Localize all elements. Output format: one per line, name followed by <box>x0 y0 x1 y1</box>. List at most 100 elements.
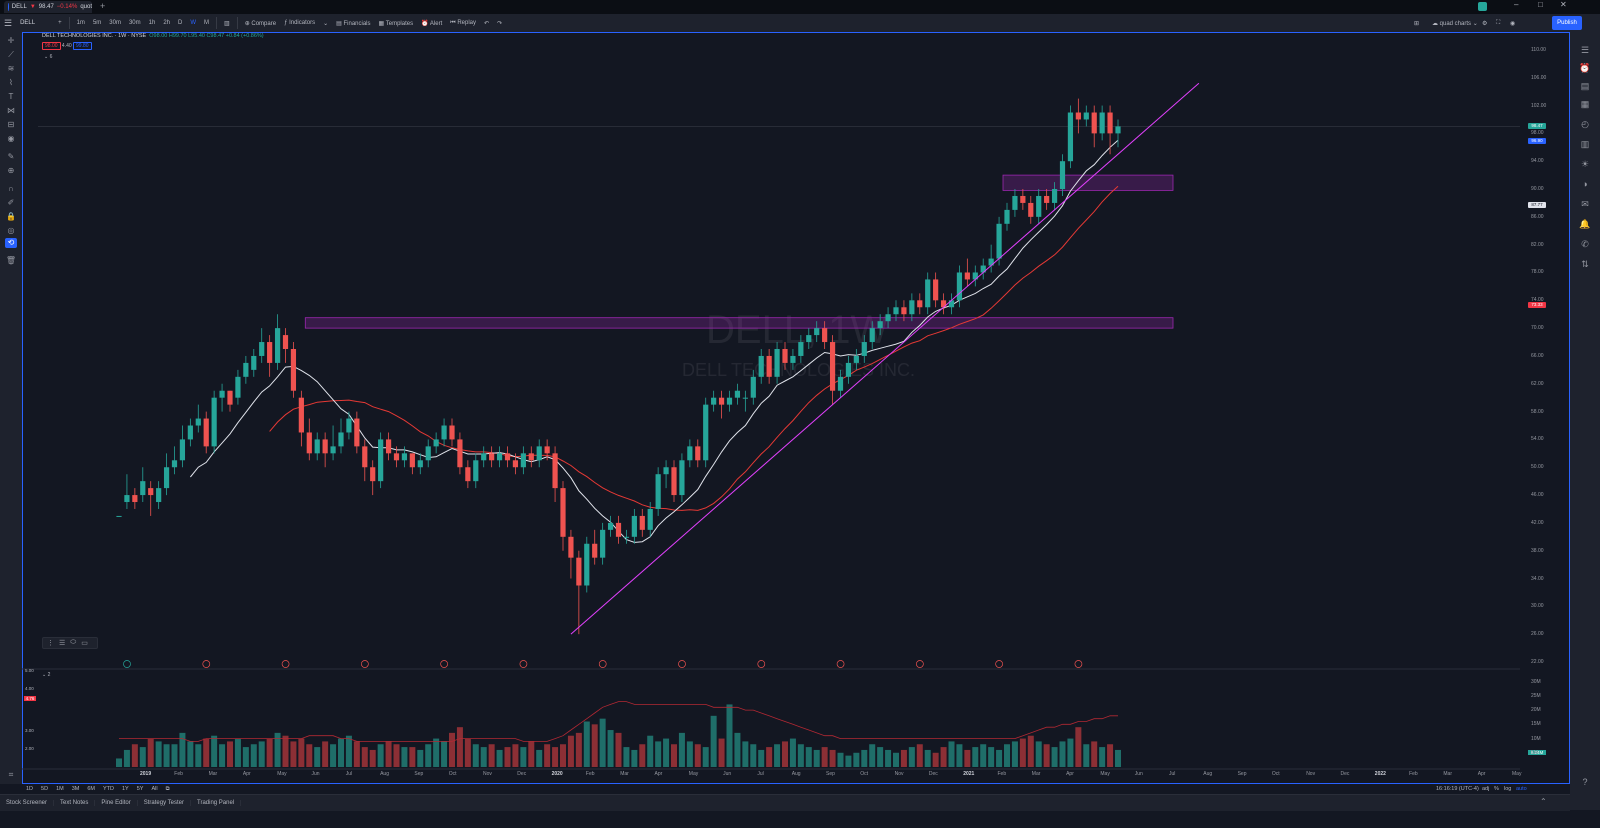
chart-tab[interactable]: DELL ▼ 98.47 −0.14% quot <box>4 1 92 13</box>
streams-icon[interactable]: ◑ <box>1582 179 1588 189</box>
volume-bar <box>242 747 249 767</box>
magnet-icon[interactable]: ∩ <box>8 184 14 193</box>
measure-tool-icon[interactable]: ⊟ <box>7 120 15 129</box>
compare-button[interactable]: ⊕ Compare <box>241 20 280 27</box>
range-1y[interactable]: 1Y <box>121 786 129 792</box>
symbol-search[interactable]: DELL <box>20 20 36 26</box>
indicators-dropdown-icon[interactable]: ⌄ <box>323 20 329 27</box>
range-all[interactable]: All <box>151 786 158 792</box>
crosshair-icon[interactable]: ✛ <box>7 36 15 45</box>
redo-icon[interactable]: ↷ <box>497 20 503 27</box>
minimize-icon[interactable]: – <box>1514 0 1519 9</box>
candles-icon[interactable]: ▥ <box>224 20 230 27</box>
earnings-marker <box>995 660 1003 668</box>
eye-icon[interactable]: ◉ <box>7 134 15 143</box>
interval-m[interactable]: M <box>204 20 210 26</box>
fullscreen-icon[interactable]: ⛶ <box>1496 19 1501 26</box>
fib-tool-icon[interactable]: ≋ <box>7 64 15 73</box>
close-icon[interactable]: ✕ <box>1560 0 1567 9</box>
interval-30m[interactable]: 30m <box>128 20 141 26</box>
interval-w[interactable]: W <box>190 20 197 26</box>
range-5d[interactable]: 5D <box>41 786 49 792</box>
replay-button[interactable]: ⏮ Replay <box>446 20 480 27</box>
news-icon[interactable]: ▥ <box>1580 139 1590 149</box>
alerts-icon[interactable]: ⏰ <box>1579 63 1591 73</box>
text-tool-icon[interactable]: T <box>8 92 14 101</box>
candle-body <box>496 453 503 461</box>
menu-icon[interactable]: ☰ <box>4 17 13 28</box>
volume-bar <box>123 749 130 767</box>
new-tab-icon[interactable]: + <box>100 1 106 11</box>
pattern-tool-icon[interactable]: ⌇ <box>9 78 13 87</box>
hotlist-icon[interactable]: ▦ <box>1580 99 1590 109</box>
rectangle-icon[interactable]: ▭ <box>81 640 88 647</box>
clock-time[interactable]: 16:16:19 (UTC-4) <box>1436 786 1479 792</box>
legend-collapse-icon[interactable]: ⌄ 6 <box>44 54 53 60</box>
range-ytd[interactable]: YTD <box>102 786 114 792</box>
undo-icon[interactable]: ↶ <box>484 20 490 27</box>
messages-icon[interactable]: ✆ <box>1581 239 1589 249</box>
templates-button[interactable]: ▦ Templates <box>375 20 418 27</box>
alert-button[interactable]: ⏰ Alert <box>417 20 446 27</box>
add-symbol-icon[interactable]: + <box>58 20 62 26</box>
pencil-icon[interactable]: ✐ <box>7 198 15 207</box>
ideas-icon[interactable]: ☀ <box>1580 159 1590 169</box>
tab-strategy-tester[interactable]: Strategy Tester <box>138 800 191 806</box>
visibility-icon[interactable]: ◎ <box>7 226 15 235</box>
lines-icon[interactable]: ☰ <box>59 640 66 647</box>
time-axis-label: Jul <box>1169 771 1176 777</box>
settings-icon[interactable]: ⚙ <box>1482 20 1488 27</box>
ellipse-icon[interactable]: ⬭ <box>70 639 77 646</box>
trendline-tool-icon[interactable]: ⟋ <box>8 50 14 59</box>
data-window-icon[interactable]: ▤ <box>1580 81 1590 91</box>
adj-toggle[interactable]: adj <box>1482 786 1490 792</box>
range-3m[interactable]: 3M <box>71 786 80 792</box>
sync-drawing-icon[interactable]: ⟲ <box>5 238 17 248</box>
notifications-icon[interactable]: 🔔 <box>1579 219 1591 229</box>
tab-stock-screener[interactable]: Stock Screener <box>0 800 55 806</box>
auto-toggle[interactable]: auto <box>1516 786 1527 792</box>
ask-box[interactable]: 99.80 <box>73 42 92 50</box>
drag-handle-icon[interactable]: ⋮ <box>47 640 54 647</box>
order-panel-icon[interactable]: ⇅ <box>1581 259 1589 269</box>
ruler-icon[interactable]: ✎ <box>7 152 15 161</box>
range-6m[interactable]: 6M <box>87 786 95 792</box>
percent-toggle[interactable]: % <box>1494 786 1499 792</box>
pin-icon[interactable]: ⌗ <box>8 770 14 779</box>
interval-1m[interactable]: 1m <box>76 20 85 26</box>
lock-icon[interactable]: 🔒 <box>6 212 16 221</box>
tab-trading-panel[interactable]: Trading Panel <box>191 800 242 806</box>
financials-button[interactable]: ▤ Financials <box>332 20 374 27</box>
indicators-button[interactable]: ƒ Indicators <box>280 20 319 26</box>
account-icon[interactable] <box>1478 2 1487 11</box>
prediction-tool-icon[interactable]: ⋈ <box>7 106 15 115</box>
chat-icon[interactable]: ✉ <box>1581 199 1589 209</box>
goto-date-icon[interactable]: ⧉ <box>165 785 170 792</box>
chart-pane[interactable] <box>22 32 1570 784</box>
interval-20m[interactable]: 30m <box>109 20 121 26</box>
range-1m[interactable]: 1M <box>56 786 64 792</box>
interval-d[interactable]: D <box>178 20 183 26</box>
tab-pine-editor[interactable]: Pine Editor <box>95 800 138 806</box>
help-icon[interactable]: ? <box>1582 777 1588 787</box>
calendar-icon[interactable]: ◴ <box>1581 119 1589 129</box>
interval-2h[interactable]: 2h <box>163 20 170 26</box>
candle-body <box>798 342 804 356</box>
range-1d[interactable]: 1D <box>26 786 34 792</box>
layout-name[interactable]: ☁ quad charts ⌄ <box>1432 20 1478 27</box>
publish-button[interactable]: Publish <box>1552 16 1582 30</box>
watchlist-icon[interactable]: ☰ <box>1580 45 1590 55</box>
range-5y[interactable]: 5Y <box>136 786 144 792</box>
candle-body <box>409 453 415 468</box>
layout-grid-icon[interactable]: ⊞ <box>1414 20 1420 27</box>
camera-icon[interactable]: ◉ <box>1510 20 1516 27</box>
collapse-panel-icon[interactable]: ⌃ <box>1540 797 1547 806</box>
trash-icon[interactable]: 🗑 <box>5 256 17 265</box>
maximize-icon[interactable]: □ <box>1538 0 1543 9</box>
tab-text-notes[interactable]: Text Notes <box>54 800 96 806</box>
bid-box[interactable]: 98.00 <box>42 42 61 50</box>
zoom-icon[interactable]: ⊕ <box>7 166 15 175</box>
interval-5m[interactable]: 5m <box>92 20 102 26</box>
interval-1h[interactable]: 1h <box>148 20 156 26</box>
log-toggle[interactable]: log <box>1504 786 1512 792</box>
